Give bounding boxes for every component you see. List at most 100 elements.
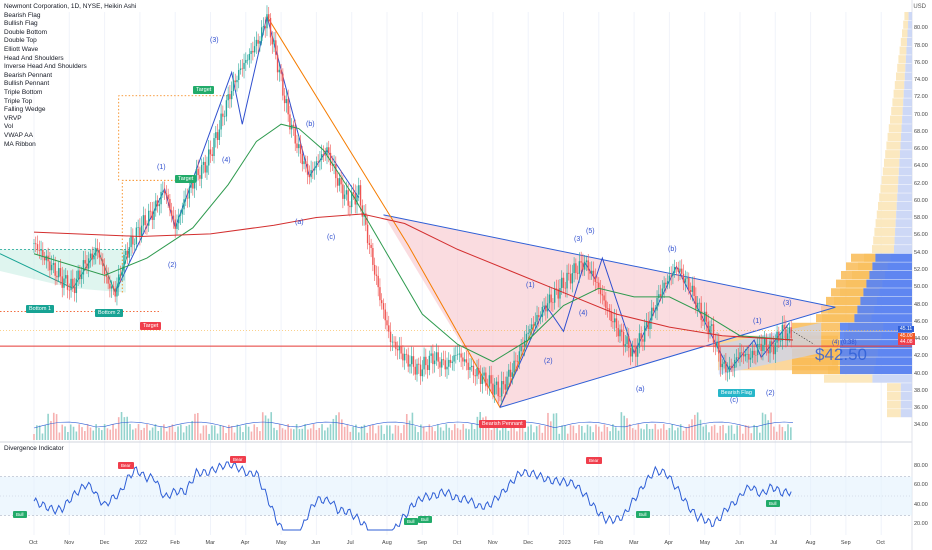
candle-body <box>239 68 242 71</box>
indicator-item[interactable]: Head And Shoulders <box>4 54 64 62</box>
volume-bar <box>36 425 38 440</box>
volume-bar <box>677 427 679 440</box>
volume-bar <box>117 417 120 440</box>
candle-body <box>195 169 198 182</box>
volume-bar <box>377 425 380 440</box>
candle-body <box>688 277 690 290</box>
candle-body <box>130 236 132 248</box>
indicator-item[interactable]: Bullish Pennant <box>4 80 50 88</box>
volume-bar <box>259 431 261 440</box>
chart-header: Newmont Corporation, 1D, NYSE, Heikin As… <box>4 3 136 149</box>
candle-body <box>603 295 605 301</box>
candle-body <box>613 318 616 323</box>
volume-bar <box>165 431 168 440</box>
candle-body <box>135 227 138 245</box>
candle-body <box>40 249 42 251</box>
price-tick: 36.00 <box>914 405 928 412</box>
volume-bar <box>533 432 535 440</box>
indicator-item[interactable]: Triple Top <box>4 97 33 105</box>
vrvp-bar-up <box>902 29 908 38</box>
target-label-3: Target <box>140 322 162 330</box>
indicator-item[interactable]: Bearish Flag <box>4 11 41 19</box>
candle-body <box>548 294 551 304</box>
volume-bar <box>437 424 439 440</box>
candle-body <box>716 341 718 348</box>
candle-body <box>485 372 487 387</box>
indicator-item[interactable]: Triple Bottom <box>4 88 43 96</box>
indicator-item[interactable]: MA Ribbon <box>4 140 36 148</box>
volume-bar <box>662 424 665 440</box>
candle-body <box>282 73 284 96</box>
volume-bar <box>420 424 422 440</box>
candle-body <box>68 289 70 291</box>
candle-body <box>58 268 60 278</box>
candle-body <box>356 194 358 205</box>
volume-bar <box>705 424 707 440</box>
candle-body <box>499 396 501 397</box>
volume-bar <box>64 426 66 440</box>
indicator-item[interactable]: VWAP AA <box>4 131 33 139</box>
indicator-item[interactable]: VRVP <box>4 114 22 122</box>
candle-body <box>61 276 63 288</box>
candle-body <box>557 289 559 299</box>
price-tick: 56.00 <box>914 232 928 239</box>
indicator-item[interactable]: Elliott Wave <box>4 45 39 53</box>
candle-body <box>72 278 74 287</box>
candle-body <box>723 361 725 364</box>
candle-body <box>294 126 296 144</box>
candle-body <box>531 324 533 329</box>
indicator-item[interactable]: Falling Wedge <box>4 106 46 114</box>
volume-bar <box>603 424 606 440</box>
vrvp-bar-down <box>902 115 912 124</box>
candle-body <box>100 257 102 260</box>
price-tick: 38.00 <box>914 387 928 394</box>
candle-body <box>691 285 694 292</box>
volume-bar <box>205 425 208 440</box>
candle-body <box>719 353 722 368</box>
volume-bar <box>736 425 738 440</box>
indicator-item[interactable]: Vol <box>4 123 14 131</box>
candle-body <box>167 194 169 200</box>
candle-body <box>402 353 404 361</box>
volume-bar <box>682 430 685 440</box>
candle-body <box>234 80 236 83</box>
wave-label: (1) <box>157 164 166 171</box>
candle-body <box>737 357 739 358</box>
volume-bar <box>84 431 86 440</box>
indicator-item[interactable]: Double Top <box>4 37 37 45</box>
volume-bar <box>321 424 323 440</box>
indicator-item[interactable]: Bearish Pennant <box>4 71 53 79</box>
vrvp-bar-up <box>880 184 898 193</box>
indicator-item[interactable]: Double Bottom <box>4 28 47 36</box>
candle-body <box>696 302 699 309</box>
price-tick: 50.00 <box>914 284 928 291</box>
indicator-item[interactable]: Inverse Head And Shoulders <box>4 63 87 71</box>
price-tick: 74.00 <box>914 77 928 84</box>
vrvp-bar-down <box>901 124 912 133</box>
candle-body <box>84 260 86 264</box>
volume-bar <box>530 424 532 440</box>
vrvp-value-area <box>866 279 912 288</box>
volume-bar <box>75 431 78 440</box>
divergence-signal: Bull <box>636 511 650 518</box>
candle-body <box>582 262 584 270</box>
volume-bar <box>81 427 83 440</box>
candle-body <box>313 167 316 171</box>
volume-bar <box>140 430 143 440</box>
candle-body <box>589 270 591 274</box>
vrvp-value-area <box>840 365 912 375</box>
volume-bar <box>535 426 538 440</box>
candle-body <box>631 345 634 357</box>
volume-bar <box>284 429 287 440</box>
candle-body <box>762 344 764 352</box>
indicator-item[interactable]: Bullish Flag <box>4 20 38 28</box>
candle-body <box>375 274 378 276</box>
candle-body <box>289 114 291 130</box>
candle-body <box>215 132 217 139</box>
volume-bar <box>691 419 693 440</box>
currency-label: USD <box>913 4 926 10</box>
volume-bar <box>202 425 205 440</box>
volume-bar <box>397 425 400 440</box>
volume-bar <box>329 424 332 440</box>
